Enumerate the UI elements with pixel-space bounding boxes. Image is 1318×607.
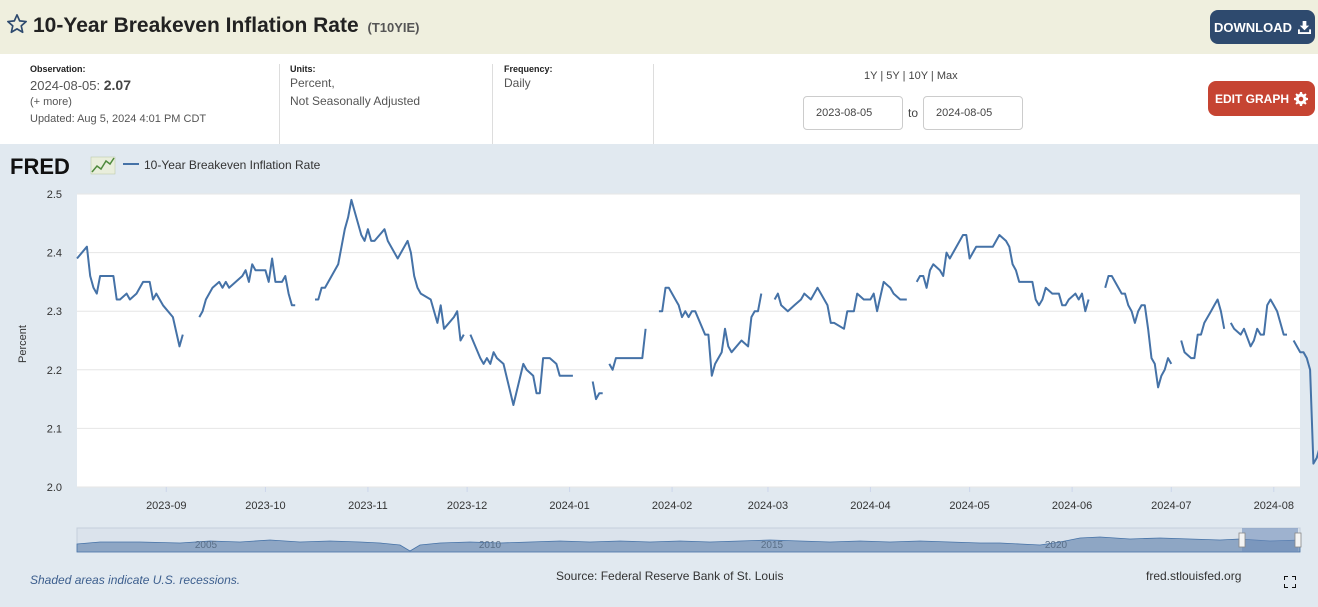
divider [492, 64, 493, 144]
fullscreen-icon[interactable] [1284, 576, 1296, 588]
navigator-year-label: 2005 [195, 540, 218, 551]
x-tick-label: 2024-04 [850, 500, 890, 512]
navigator-selection[interactable] [1242, 528, 1298, 552]
x-tick-label: 2024-01 [549, 500, 589, 512]
observation-label: Observation: [30, 64, 86, 74]
divider [653, 64, 654, 144]
observation-date: 2024-08-05: [30, 78, 101, 93]
plot-area [77, 194, 1300, 487]
to-label: to [908, 106, 919, 120]
observation-value: 2.07 [103, 77, 131, 93]
series-segment [591, 381, 603, 401]
y-tick-label: 2.4 [47, 248, 62, 260]
edit-graph-button[interactable]: EDIT GRAPH [1208, 81, 1315, 116]
divider [279, 64, 280, 144]
x-tick-label: 2024-06 [1052, 500, 1092, 512]
y-tick-label: 2.3 [47, 306, 62, 318]
site-link[interactable]: fred.stlouisfed.org [1146, 569, 1242, 583]
navigator[interactable]: 2005 2010 2015 2020 [76, 527, 1302, 553]
x-tick-label: 2023-12 [447, 500, 487, 512]
series-segment [1180, 298, 1226, 360]
fred-logo: FRED [10, 154, 70, 179]
start-date-input[interactable]: 2023-08-05 [803, 96, 903, 130]
observation-value-line: 2024-08-05: 2.07 [30, 77, 270, 93]
y-axis-label: Percent [17, 325, 29, 363]
info-bar: Observation: 2024-08-05: 2.07 (+ more) U… [0, 54, 1318, 144]
page-title: 10-Year Breakeven Inflation Rate (T10YIE… [33, 14, 420, 38]
updated-text: Updated: Aug 5, 2024 4:01 PM CDT [30, 113, 207, 125]
download-icon [1298, 20, 1311, 34]
y-tick-label: 2.5 [47, 189, 62, 201]
fred-logo-graph-icon [90, 156, 116, 175]
x-axis-ticks: 2023-09 2023-10 2023-11 2023-12 2024-01 2024-… [146, 487, 1294, 512]
more-link[interactable]: (+ more) [30, 96, 72, 108]
series-segment [773, 280, 907, 330]
frequency-value: Daily [504, 76, 531, 90]
units-line-1: Percent, [290, 76, 335, 90]
download-label: DOWNLOAD [1214, 19, 1292, 35]
navigator-left-handle[interactable] [1238, 532, 1246, 548]
recession-note: Shaded areas indicate U.S. recessions. [30, 573, 241, 587]
gridlines [77, 193, 1300, 488]
x-tick-label: 2024-03 [748, 500, 788, 512]
observation-block: Observation: 2024-08-05: 2.07 (+ more) U… [30, 64, 270, 144]
series-segment [658, 286, 763, 377]
range-selector: 1Y | 5Y | 10Y | Max [864, 70, 958, 82]
range-max[interactable]: Max [936, 70, 958, 82]
series-segment [1104, 275, 1173, 389]
y-axis-ticks: 2.0 2.1 2.2 2.3 2.4 2.5 [47, 189, 62, 494]
legend-label: 10-Year Breakeven Inflation Rate [144, 158, 321, 172]
x-tick-label: 2023-10 [245, 500, 285, 512]
navigator-year-labels: 2005 2010 2015 2020 [195, 540, 1068, 551]
range-10y[interactable]: 10Y [908, 70, 928, 82]
source-text: Source: Federal Reserve Bank of St. Loui… [556, 569, 784, 583]
navigator-year-label: 2020 [1045, 540, 1068, 551]
x-tick-label: 2023-11 [348, 500, 388, 512]
title-bar: 10-Year Breakeven Inflation Rate (T10YIE… [0, 0, 1318, 54]
frequency-block: Frequency: Daily [504, 64, 644, 144]
x-tick-label: 2024-08 [1254, 500, 1294, 512]
x-tick-label: 2024-05 [949, 500, 989, 512]
series-segment [915, 234, 1090, 313]
star-icon[interactable] [6, 13, 28, 35]
series-segment [1229, 298, 1287, 348]
series-segment [1292, 340, 1318, 465]
y-tick-label: 2.1 [47, 423, 62, 435]
line-chart: FRED 10-Year Breakeven Inflation Rate 2.… [10, 154, 1318, 553]
y-tick-label: 2.2 [47, 365, 62, 377]
series-segment [469, 334, 573, 406]
series-segment [76, 245, 184, 348]
series-segment [198, 257, 296, 318]
series-title: 10-Year Breakeven Inflation Rate [33, 14, 359, 37]
end-date-input[interactable]: 2024-08-05 [923, 96, 1023, 130]
units-block: Units: Percent, Not Seasonally Adjusted [290, 64, 490, 144]
range-1y[interactable]: 1Y [864, 70, 878, 82]
units-line-2: Not Seasonally Adjusted [290, 94, 421, 108]
gear-icon [1294, 91, 1308, 106]
edit-graph-label: EDIT GRAPH [1214, 91, 1289, 106]
x-tick-label: 2024-07 [1151, 500, 1191, 512]
y-tick-label: 2.0 [47, 482, 62, 494]
navigator-series [76, 536, 1301, 553]
navigator-year-label: 2015 [761, 540, 784, 551]
x-tick-label: 2024-02 [652, 500, 692, 512]
frequency-label: Frequency: [504, 64, 553, 74]
series-segment [315, 198, 465, 342]
series-segment [608, 328, 647, 371]
navigator-year-label: 2010 [479, 540, 502, 551]
navigator-right-handle[interactable] [1294, 532, 1302, 548]
x-tick-label: 2023-09 [146, 500, 186, 512]
units-label: Units: [290, 64, 316, 74]
download-button[interactable]: DOWNLOAD [1210, 10, 1315, 44]
series-line [76, 198, 1318, 465]
series-id: (T10YIE) [367, 20, 420, 35]
range-5y[interactable]: 5Y [886, 70, 900, 82]
